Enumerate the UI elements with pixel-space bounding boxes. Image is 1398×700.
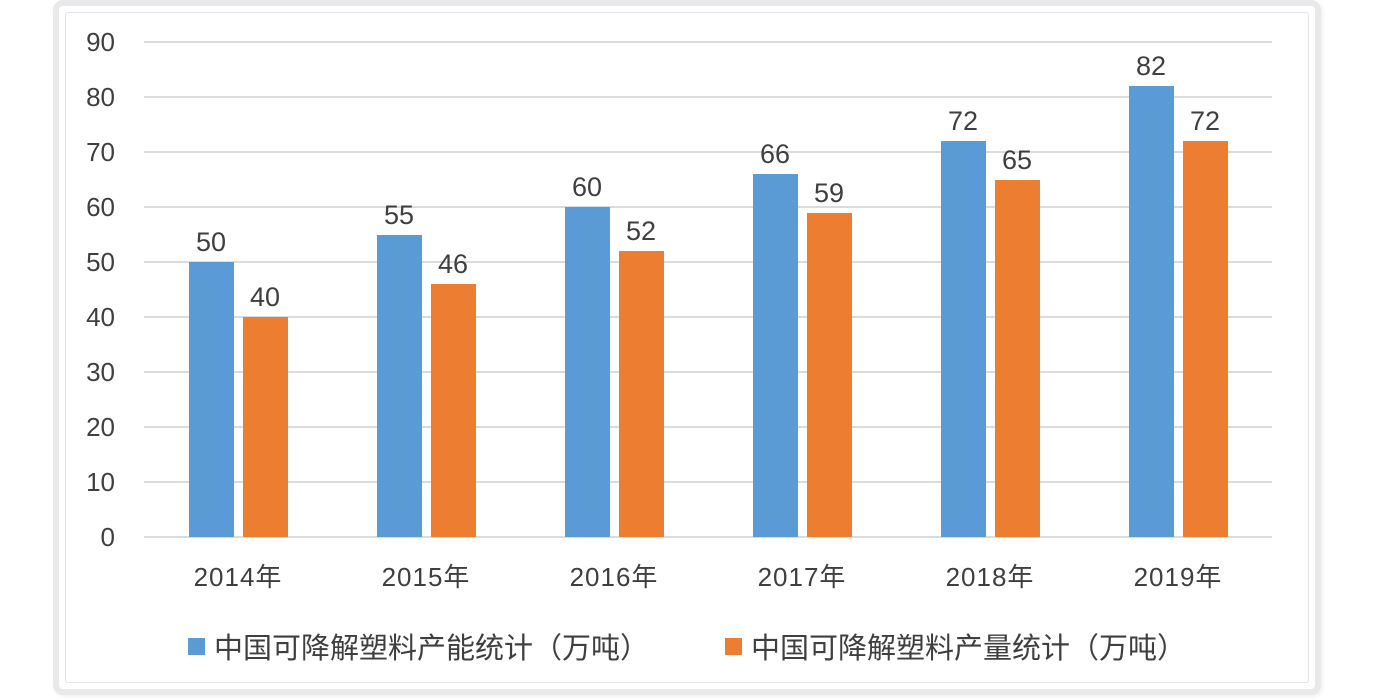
y-tick-label: 0 <box>100 522 115 552</box>
data-label-capacity-2016年: 60 <box>571 172 603 202</box>
gridline <box>144 536 1272 538</box>
bar-output-2018年 <box>994 179 1040 537</box>
bar-capacity-2016年 <box>564 207 610 537</box>
gridline <box>144 41 1272 43</box>
gridline <box>144 151 1272 153</box>
legend-label-capacity: 中国可降解塑料产能统计（万吨） <box>213 633 649 665</box>
data-label-output-2018年: 65 <box>1001 144 1033 175</box>
x-tick-label: 2019年 <box>1133 562 1223 592</box>
data-label-output-2014年: 40 <box>249 282 281 312</box>
legend: 中国可降解塑料产能统计（万吨） 中国可降解塑料产量统计（万吨） <box>66 625 1308 667</box>
x-tick-label: 2017年 <box>757 562 847 592</box>
x-tick-label: 2016年 <box>569 562 659 592</box>
legend-swatch-output-icon <box>725 637 742 655</box>
x-tick-label: 2014年 <box>193 562 283 592</box>
y-tick-label: 20 <box>86 412 115 442</box>
bar-output-2019年 <box>1182 141 1228 537</box>
y-tick-label: 80 <box>86 82 115 112</box>
data-label-capacity-2018年: 72 <box>947 106 979 136</box>
data-label-capacity-2017年: 66 <box>759 139 791 169</box>
data-label-output-2017年: 59 <box>813 177 845 208</box>
y-tick-label: 50 <box>86 247 115 277</box>
y-tick-label: 30 <box>86 357 115 387</box>
bar-output-2015年 <box>430 284 476 537</box>
y-tick-label: 10 <box>86 467 115 497</box>
chart-frame: 0 10 20 30 40 50 60 70 80 90 50 40 55 46 60 52 66 59 72 65… <box>53 0 1321 695</box>
bar-output-2017年 <box>806 212 852 537</box>
bar-capacity-2019年 <box>1128 86 1174 537</box>
bar-capacity-2018年 <box>940 141 986 537</box>
data-label-output-2019年: 72 <box>1189 106 1221 136</box>
bar-output-2014年 <box>242 317 288 537</box>
legend-label-output: 中国可降解塑料产量统计（万吨） <box>751 633 1187 665</box>
legend-item-capacity: 中国可降解塑料产能统计（万吨） <box>187 625 649 667</box>
data-label-output-2015年: 46 <box>437 249 469 279</box>
gridline <box>144 481 1272 483</box>
data-label-capacity-2015年: 55 <box>383 199 415 230</box>
legend-swatch-capacity-icon <box>187 637 205 655</box>
x-tick-label: 2018年 <box>945 562 1035 592</box>
data-label-output-2016年: 52 <box>625 216 657 246</box>
bar-capacity-2015年 <box>376 234 422 537</box>
gridline <box>144 206 1272 208</box>
gridline <box>144 261 1272 263</box>
y-tick-label: 60 <box>86 192 115 222</box>
bar-capacity-2017年 <box>752 174 798 537</box>
gridline <box>144 426 1272 428</box>
y-tick-label: 70 <box>86 137 115 167</box>
data-label-capacity-2014年: 50 <box>195 227 227 257</box>
bar-capacity-2014年 <box>188 262 234 537</box>
gridline <box>144 371 1272 373</box>
gridline <box>144 96 1272 98</box>
data-label-capacity-2019年: 82 <box>1135 51 1167 81</box>
legend-item-output: 中国可降解塑料产量统计（万吨） <box>725 625 1186 667</box>
gridline <box>144 316 1272 318</box>
y-tick-label: 90 <box>86 27 115 57</box>
bar-output-2016年 <box>618 251 664 537</box>
x-tick-label: 2015年 <box>381 562 471 592</box>
bar-chart: 0 10 20 30 40 50 60 70 80 90 50 40 55 46 60 52 66 59 72 65… <box>65 12 1309 683</box>
y-tick-label: 40 <box>86 302 115 332</box>
